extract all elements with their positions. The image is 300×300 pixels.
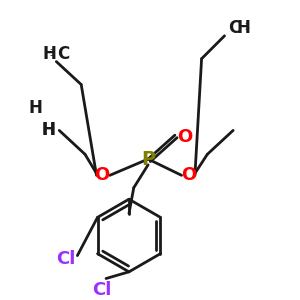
Text: H: H	[28, 99, 42, 117]
Text: H: H	[41, 122, 56, 140]
Text: O: O	[182, 166, 197, 184]
Text: Cl: Cl	[92, 281, 112, 299]
Text: C: C	[228, 19, 241, 37]
Text: P: P	[141, 150, 155, 169]
Text: Cl: Cl	[56, 250, 76, 268]
Text: O: O	[94, 166, 110, 184]
Text: H: H	[236, 19, 250, 37]
Text: H: H	[43, 45, 57, 63]
Text: O: O	[177, 128, 192, 146]
Text: H: H	[41, 122, 56, 140]
Text: $_3$: $_3$	[244, 22, 250, 34]
Text: $_3$: $_3$	[49, 48, 55, 60]
Text: C: C	[57, 45, 70, 63]
